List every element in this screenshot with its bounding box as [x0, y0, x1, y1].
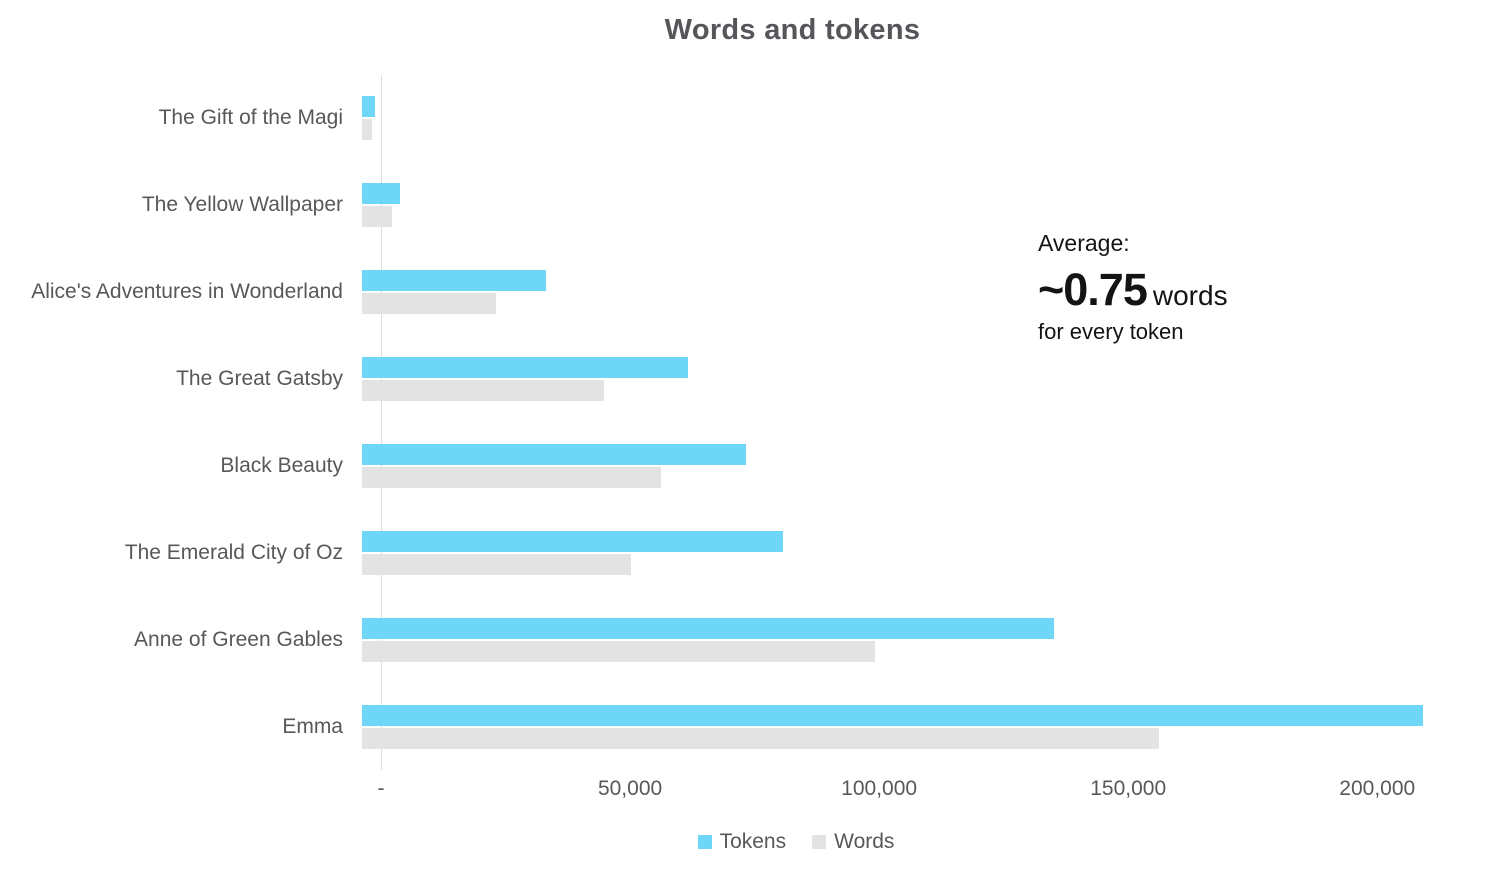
- x-axis: - 50,000 100,000 150,000 200,000: [377, 777, 1452, 805]
- tokens-bar: [362, 617, 1055, 639]
- annotation-value-suffix: words: [1152, 280, 1228, 311]
- bar-group: [362, 336, 1433, 423]
- words-bar: [362, 640, 876, 662]
- bar-group: [362, 75, 1433, 162]
- chart-row: The Yellow Wallpaper: [0, 162, 1433, 249]
- chart-row: Black Beauty: [0, 423, 1433, 510]
- x-tick-label: 200,000: [1339, 777, 1416, 800]
- words-bar: [362, 727, 1160, 749]
- category-label: Anne of Green Gables: [134, 627, 343, 651]
- chart-row: The Gift of the Magi: [0, 75, 1433, 162]
- legend-item-words: Words: [812, 830, 894, 854]
- bar-group: [362, 162, 1433, 249]
- bar-rows: The Gift of the Magi The Yellow Wallpaper…: [0, 75, 1433, 770]
- category-label: The Great Gatsby: [176, 367, 343, 391]
- y-axis-line: [381, 75, 382, 770]
- words-swatch-icon: [812, 835, 827, 849]
- chart-row: The Great Gatsby: [0, 336, 1433, 423]
- words-bar: [362, 119, 373, 141]
- tokens-bar: [362, 270, 547, 292]
- annotation-detail: for every token: [1038, 319, 1184, 344]
- tokens-bar: [362, 183, 400, 205]
- tokens-bar: [362, 443, 746, 465]
- words-bar: [362, 206, 392, 228]
- annotation-prefix: Average:: [1038, 230, 1130, 256]
- annotation: Average: ~0.75 words for every token: [1038, 230, 1228, 345]
- chart-row: Anne of Green Gables: [0, 596, 1433, 683]
- chart-title: Words and tokens: [664, 14, 921, 46]
- tokens-bar: [362, 530, 783, 552]
- bar-group: [362, 596, 1433, 683]
- tokens-bar: [362, 96, 376, 118]
- x-tick-label: 150,000: [1090, 777, 1167, 800]
- annotation-value: ~0.75: [1038, 264, 1148, 315]
- tokens-bar: [362, 704, 1424, 726]
- bar-group: [362, 249, 1433, 336]
- bar-group: [362, 423, 1433, 510]
- chart-row: The Emerald City of Oz: [0, 509, 1433, 596]
- legend-label: Words: [834, 830, 895, 853]
- words-bar: [362, 466, 661, 488]
- legend: Tokens Words: [0, 830, 1500, 854]
- tokens-bar: [362, 357, 689, 379]
- bar-group: [362, 683, 1433, 770]
- annotation-value-line: ~0.75 words: [1038, 267, 1228, 312]
- words-bar: [362, 293, 497, 315]
- category-label: Emma: [282, 714, 343, 738]
- category-label: The Emerald City of Oz: [124, 540, 343, 564]
- legend-label: Tokens: [719, 830, 787, 853]
- tokens-swatch-icon: [697, 835, 712, 849]
- plot-area: The Gift of the Magi The Yellow Wallpaper…: [0, 75, 1433, 800]
- chart-row: Alice's Adventures in Wonderland: [0, 249, 1433, 336]
- category-label: Black Beauty: [220, 453, 343, 477]
- bar-group: [362, 509, 1433, 596]
- x-tick-label: -: [377, 777, 385, 800]
- words-bar: [362, 553, 631, 575]
- category-label: The Gift of the Magi: [158, 106, 343, 130]
- words-bar: [362, 380, 604, 402]
- x-tick-label: 100,000: [841, 777, 918, 800]
- x-tick-label: 50,000: [597, 777, 663, 800]
- category-label: Alice's Adventures in Wonderland: [31, 280, 343, 304]
- chart-row: Emma: [0, 683, 1433, 770]
- category-label: The Yellow Wallpaper: [141, 193, 343, 217]
- legend-item-tokens: Tokens: [697, 830, 787, 854]
